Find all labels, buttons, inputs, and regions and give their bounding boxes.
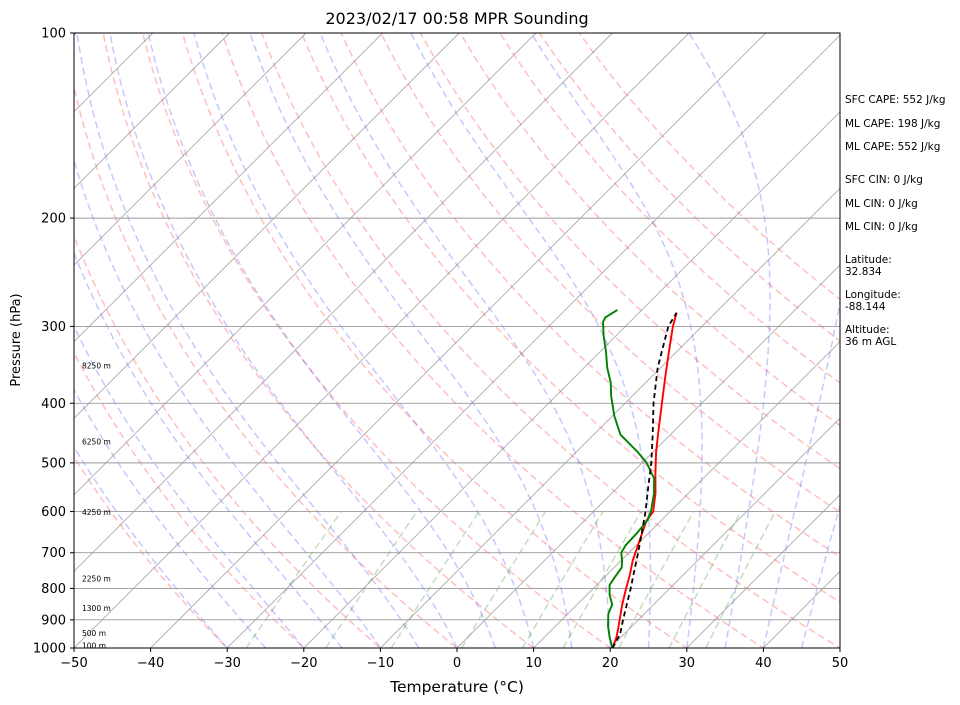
moist-adiabat — [319, 33, 611, 648]
height-label: 2250 m — [82, 574, 111, 583]
isotherm-line — [380, 187, 840, 648]
sfc-cape-text: SFC CAPE: 552 J/kg — [845, 94, 946, 106]
x-tick-label: 10 — [525, 656, 542, 671]
y-tick-label: 500 — [41, 456, 66, 471]
x-tick-label: 50 — [832, 656, 849, 671]
y-tick-label: 800 — [41, 582, 66, 597]
y-tick-label: 200 — [41, 212, 66, 227]
height-label: 6250 m — [82, 437, 111, 446]
height-label: 8250 m — [82, 362, 111, 371]
y-tick-label: 900 — [41, 613, 66, 628]
x-axis-label: Temperature (°C) — [389, 678, 524, 696]
dry-adiabat — [74, 351, 305, 648]
isotherm-line — [686, 494, 840, 648]
plot-frame — [73, 32, 841, 649]
moist-adiabat — [74, 157, 382, 648]
isotherm-line — [74, 33, 613, 573]
ml-cape-text-1: ML CAPE: 198 J/kg — [845, 118, 941, 130]
mixing-ratio-line — [390, 511, 480, 648]
moist-adiabat — [193, 33, 535, 648]
y-tick-label: 700 — [41, 546, 66, 561]
moist-adiabat — [74, 388, 267, 648]
dry-adiabat — [142, 33, 612, 648]
altitude-text: Altitude: 36 m AGL — [845, 324, 897, 348]
sfc-cin-text: SFC CIN: 0 J/kg — [845, 174, 923, 186]
pressure-gridlines — [74, 32, 840, 649]
dry-adiabat — [102, 33, 535, 648]
moist-adiabat — [74, 324, 305, 648]
x-tick-label: −50 — [60, 656, 87, 671]
mixing-ratio-line — [461, 511, 547, 648]
isotherm-line — [74, 33, 690, 648]
x-tick-label: −10 — [367, 656, 394, 671]
dry-adiabat — [181, 33, 689, 648]
isotherm-line — [533, 340, 840, 648]
y-tick-label: 1000 — [33, 642, 66, 657]
x-tick-label: −30 — [213, 656, 240, 671]
moist-adiabat — [147, 33, 497, 648]
dry-adiabat — [74, 84, 459, 648]
longitude-text: Longitude: -88.144 — [845, 289, 901, 313]
mixing-ratio-line — [521, 511, 604, 648]
moist-adiabat — [74, 250, 343, 648]
ml-cin-text-2: ML CIN: 0 J/kg — [845, 221, 918, 233]
isotherm-line — [226, 34, 840, 648]
isotherm-line — [74, 33, 383, 343]
mixing-ratio-line — [668, 511, 742, 648]
moist-adiabat — [76, 33, 420, 648]
y-tick-label: 100 — [41, 27, 66, 42]
x-tick-label: 0 — [453, 656, 461, 671]
dry-adiabat — [221, 33, 765, 648]
background-lines — [74, 33, 840, 648]
moist-adiabat — [74, 445, 228, 648]
chart-title: 2023/02/17 00:58 MPR Sounding — [325, 9, 588, 28]
isotherm-line — [150, 33, 766, 648]
x-tick-label: −20 — [290, 656, 317, 671]
height-labels: 100 m 500 m 1300 m 2250 m 4250 m 6250 m 8250 m — [82, 362, 111, 651]
latitude-text: Latitude: 32.834 — [845, 254, 892, 278]
ml-cape-text-2: ML CAPE: 552 J/kg — [845, 141, 941, 153]
x-tick-label: −40 — [137, 656, 164, 671]
dry-adiabat — [300, 33, 840, 603]
isotherm-line — [74, 33, 230, 190]
x-tick-label: 40 — [755, 656, 772, 671]
mixing-ratio-line — [325, 511, 418, 648]
dewpoint-line — [602, 309, 656, 648]
dry-adiabat — [74, 234, 382, 648]
height-label: 100 m — [82, 641, 106, 650]
height-label: 500 m — [82, 629, 106, 638]
y-axis-ticks: 100 200 300 400 500 600 700 800 900 1000 — [33, 27, 74, 657]
isotherm-line — [456, 264, 840, 648]
y-tick-label: 600 — [41, 505, 66, 520]
isotherm-line — [609, 417, 840, 648]
isotherm-line — [74, 33, 460, 419]
ml-cin-text-1: ML CIN: 0 J/kg — [845, 198, 918, 210]
dry-adiabat — [340, 33, 840, 558]
dry-adiabat — [74, 455, 229, 648]
moist-adiabat — [530, 33, 703, 648]
isotherm-line — [303, 111, 840, 648]
dry-adiabat — [261, 33, 840, 648]
isotherm-line — [74, 33, 537, 496]
moist-adiabat — [249, 33, 573, 648]
x-axis-ticks: −50 −40 −30 −20 −10 0 10 20 30 40 50 — [60, 648, 848, 671]
y-axis-label: Pressure (hPa) — [9, 293, 24, 386]
moist-adiabat — [800, 503, 840, 648]
mixing-ratio-line — [705, 511, 776, 648]
height-label: 4250 m — [82, 508, 111, 517]
moist-adiabat — [762, 298, 840, 648]
x-tick-label: 30 — [679, 656, 696, 671]
moist-adiabat — [410, 33, 652, 648]
moist-adiabat — [109, 33, 458, 648]
sounding-traces — [602, 309, 678, 648]
y-tick-label: 400 — [41, 397, 66, 412]
y-tick-label: 300 — [41, 320, 66, 335]
parcel-path-line — [611, 312, 678, 648]
moist-adiabat — [688, 33, 771, 648]
height-label: 1300 m — [82, 604, 111, 613]
isotherm-line — [74, 33, 307, 266]
x-tick-label: 20 — [602, 656, 619, 671]
